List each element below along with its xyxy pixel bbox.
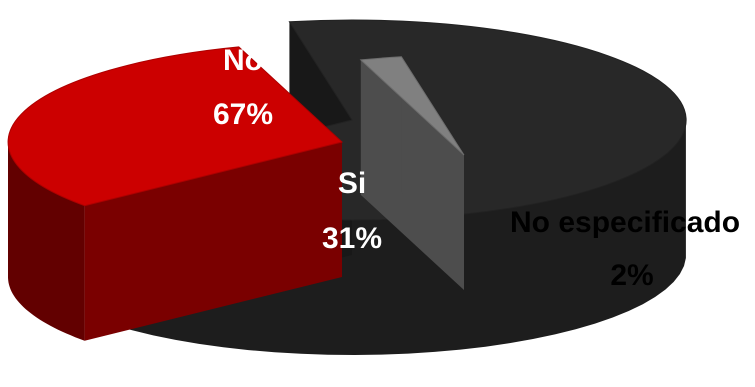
slice-label-value: 31% [322,222,382,255]
slice-label-name: No [223,44,263,77]
slice-label-value: 2% [610,259,653,292]
slice-label-value: 67% [213,98,273,131]
slice-si [7,46,344,341]
slice-label-name: No especificado [510,206,740,239]
slice-side-wall [8,142,85,341]
slice-no-especificado [359,56,465,291]
slice-label-name: Si [338,167,366,200]
slice-top [7,46,344,207]
slice-radial-wall [401,56,464,290]
slice-top [359,56,465,156]
